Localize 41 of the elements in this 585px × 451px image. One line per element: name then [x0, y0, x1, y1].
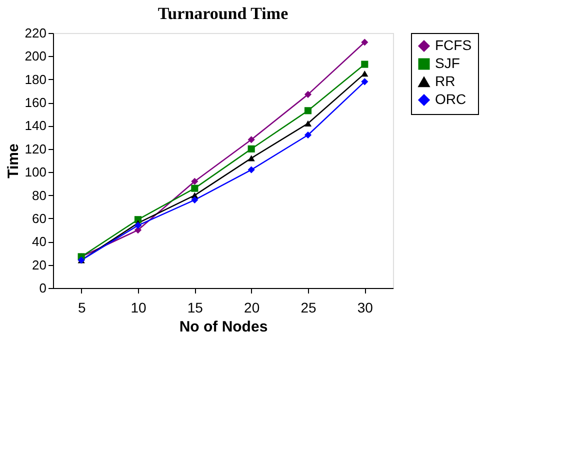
point: [248, 155, 255, 162]
point: [191, 178, 198, 185]
y-tick-label: 60: [32, 210, 46, 226]
chart-title: Turnaround Time: [158, 4, 289, 23]
legend-label: ORC: [435, 91, 466, 107]
y-tick-label: 180: [24, 72, 46, 87]
legend-label: FCFS: [435, 37, 472, 53]
point: [304, 90, 312, 98]
y-tick-label: 0: [39, 280, 46, 296]
y-tick-label: 220: [24, 26, 46, 40]
y-tick-label: 200: [24, 48, 46, 64]
y-tick-label: 20: [32, 257, 46, 272]
point: [361, 78, 368, 86]
y-axis-title: Time: [4, 144, 22, 178]
point: [248, 166, 255, 174]
x-tick-label: 25: [300, 300, 316, 316]
legend-label: SJF: [435, 55, 460, 71]
point: [191, 196, 198, 204]
y-tick-label: 80: [32, 188, 46, 203]
point: [248, 136, 255, 144]
x-tick-label: 20: [244, 300, 260, 316]
y-tick-label: 160: [24, 95, 46, 110]
point: [134, 222, 142, 229]
y-tick-label: 140: [24, 118, 46, 134]
point: [304, 131, 312, 139]
point: [304, 120, 312, 126]
x-tick-label: 10: [130, 300, 146, 316]
y-tick-label: 120: [24, 141, 46, 156]
y-tick-label: 100: [24, 164, 46, 180]
x-tick-label: 5: [78, 300, 86, 316]
point: [248, 145, 255, 152]
x-tick-label: 30: [357, 300, 374, 316]
x-tick-label: 15: [187, 300, 204, 316]
point: [304, 107, 312, 114]
point: [361, 38, 368, 46]
point: [191, 184, 198, 192]
legend-label: RR: [435, 73, 456, 89]
point: [361, 60, 368, 68]
x-axis-title: No of Nodes: [179, 318, 268, 336]
y-tick-label: 40: [32, 234, 46, 250]
point: [361, 70, 368, 77]
